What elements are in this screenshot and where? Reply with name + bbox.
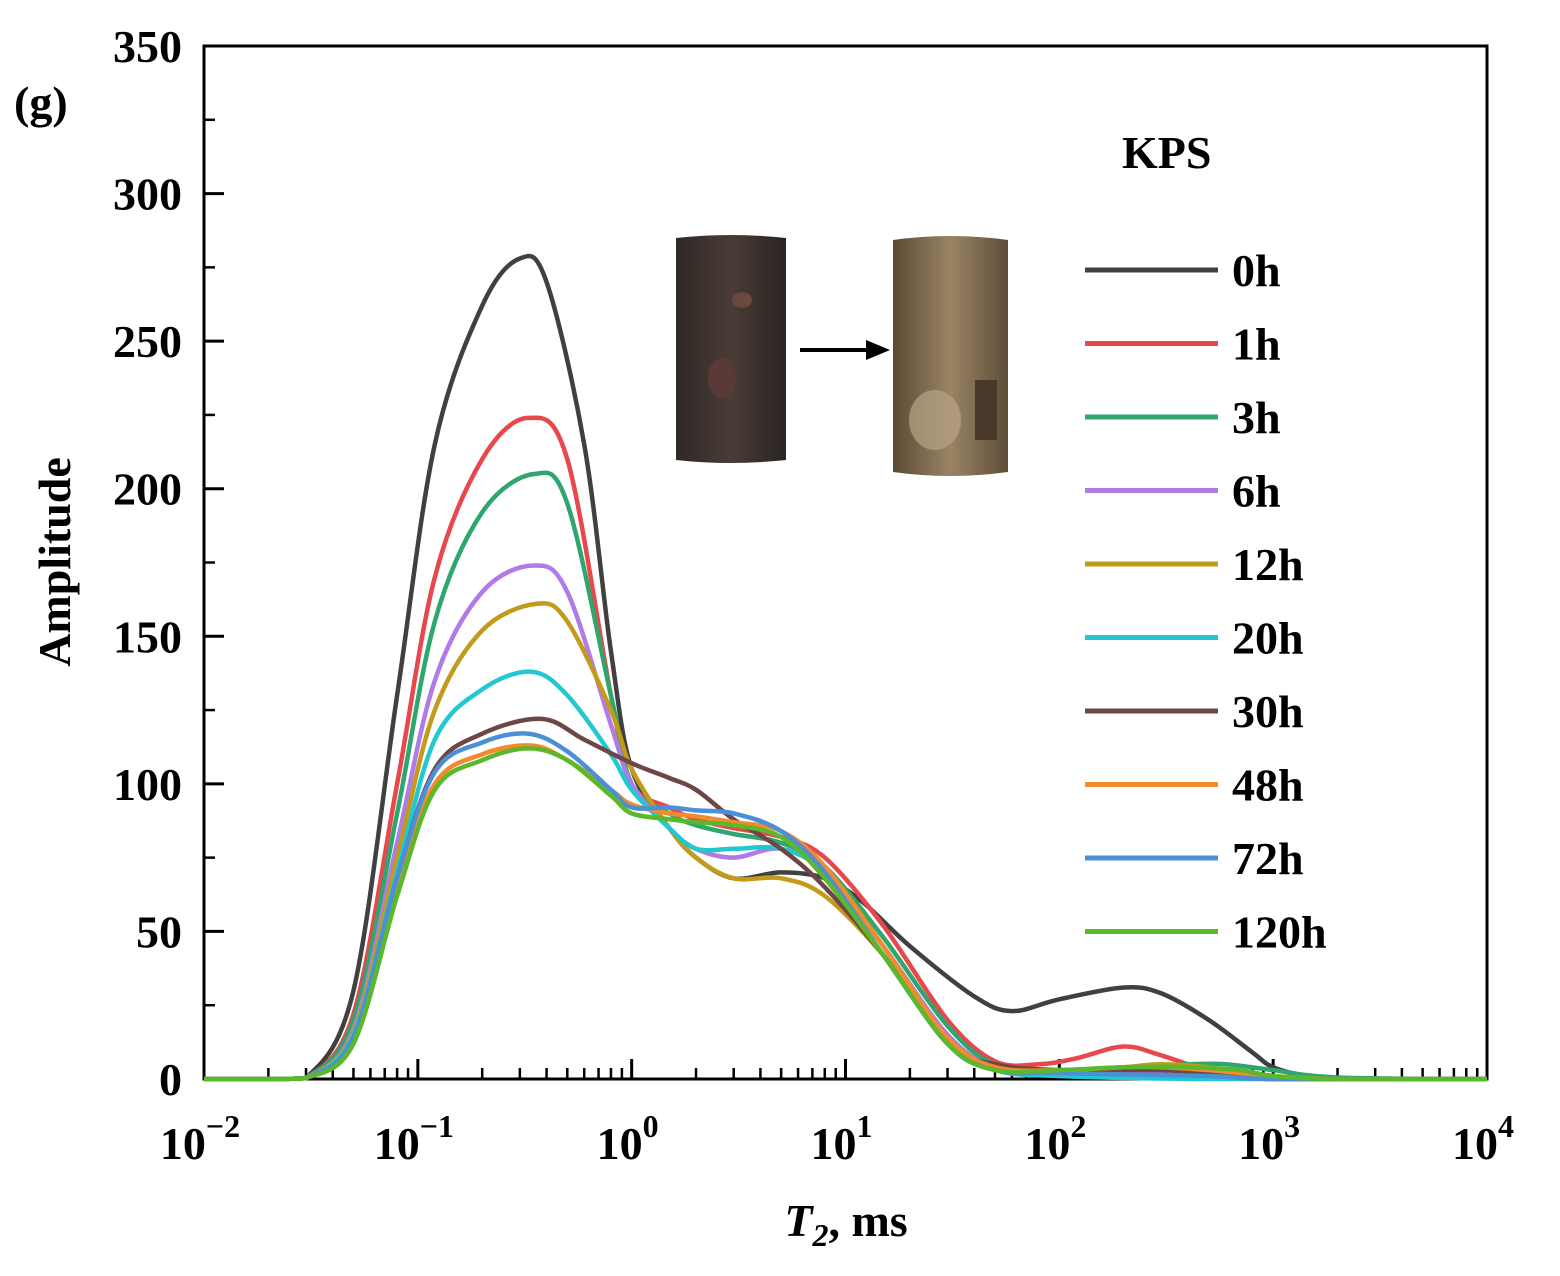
y-tick-label: 150 [113, 611, 182, 662]
legend-label-0h: 0h [1232, 245, 1281, 296]
series-line-12h [204, 601, 1487, 1082]
x-tick-label: 103 [1238, 1108, 1300, 1169]
series-lines [204, 253, 1488, 1082]
legend-label-30h: 30h [1232, 686, 1304, 737]
x-tick-label-base: 10 [1452, 1118, 1498, 1169]
y-tick-label: 300 [113, 169, 182, 220]
x-tick-label: 101 [811, 1108, 873, 1169]
x-tick-label: 102 [1024, 1108, 1086, 1169]
legend-label-120h: 120h [1232, 907, 1327, 958]
x-tick-label-exponent: −2 [206, 1108, 240, 1144]
legend-label-48h: 48h [1232, 760, 1304, 811]
x-tick-label: 10−2 [160, 1108, 240, 1169]
y-tick-label: 100 [113, 759, 182, 810]
core-sample-after-highlight [909, 390, 961, 450]
core-sample-after-patch [975, 380, 997, 440]
series-line-1h [204, 415, 1488, 1082]
legend-label-1h: 1h [1232, 319, 1281, 370]
x-tick-label-base: 10 [374, 1118, 420, 1169]
x-tick-label-exponent: 4 [1498, 1108, 1514, 1144]
y-tick-label: 350 [113, 21, 182, 72]
x-tick-label: 10−1 [374, 1108, 454, 1169]
x-axis-title-subscript: 2 [811, 1217, 828, 1253]
x-tick-label-exponent: 2 [1070, 1108, 1086, 1144]
arrow-head-icon [866, 340, 890, 360]
x-tick-label-base: 10 [1024, 1118, 1070, 1169]
panel-label: (g) [14, 77, 68, 128]
series-line-72h [204, 731, 1487, 1082]
x-tick-label-exponent: −1 [420, 1108, 454, 1144]
y-tick-label: 0 [159, 1054, 182, 1105]
legend-label-12h: 12h [1232, 539, 1304, 590]
legend-title: KPS [1122, 127, 1211, 178]
x-axis-title-unit: , ms [828, 1195, 907, 1246]
x-tick-label-base: 10 [1238, 1118, 1284, 1169]
y-tick-label: 200 [113, 464, 182, 515]
inset-core-samples [676, 235, 1008, 476]
x-tick-label-exponent: 0 [643, 1108, 659, 1144]
core-sample-before-spot [732, 292, 752, 308]
y-axis: 0 50 100 150 200 250 300 350 [113, 21, 224, 1105]
legend-label-20h: 20h [1232, 613, 1304, 664]
y-tick-label: 50 [136, 906, 182, 957]
y-axis-title: Amplitude [29, 457, 80, 667]
y-tick-label: 250 [113, 316, 182, 367]
x-tick-label-exponent: 1 [857, 1108, 873, 1144]
x-axis-title-symbol: T [784, 1195, 814, 1246]
x-tick-label: 104 [1452, 1108, 1514, 1169]
legend-label-72h: 72h [1232, 833, 1304, 884]
legend-label-6h: 6h [1232, 466, 1281, 517]
legend: KPS 0h 1h 3h 6h 12h 20h 30h 48h 72h 120h [1085, 127, 1327, 958]
x-axis-title: T2, ms [784, 1195, 907, 1253]
x-tick-label-base: 10 [160, 1118, 206, 1169]
core-sample-before-image [676, 235, 786, 463]
x-tick-label-base: 10 [597, 1118, 643, 1169]
series-line-120h [204, 746, 1487, 1082]
x-tick-label-exponent: 3 [1284, 1108, 1300, 1144]
core-sample-before-spot [708, 358, 736, 398]
x-tick-label: 100 [597, 1108, 659, 1169]
legend-label-3h: 3h [1232, 392, 1281, 443]
x-tick-label-base: 10 [811, 1118, 857, 1169]
